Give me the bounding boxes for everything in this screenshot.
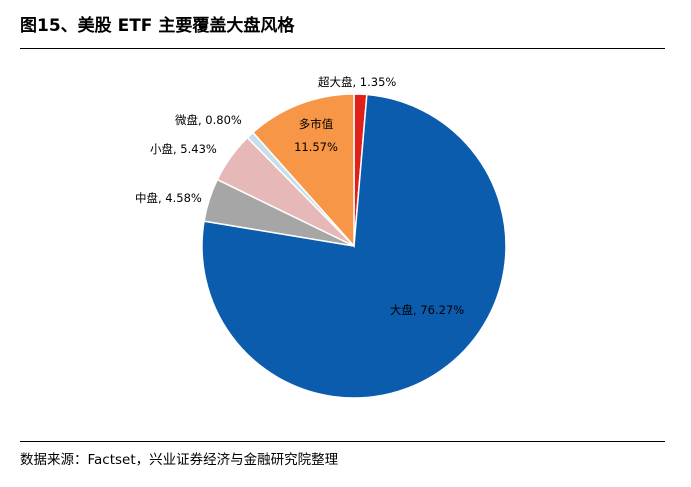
source-note: 数据来源：Factset，兴业证券经济与金融研究院整理 — [20, 452, 339, 468]
data-label-large: 大盘, 76.27% — [390, 303, 464, 317]
pie-labels: 超大盘, 1.35% 大盘, 76.27% 中盘, 4.58% 小盘, 5.43% 微盘… — [135, 75, 464, 317]
pie-slice-multi — [251, 93, 355, 248]
title-divider — [20, 48, 665, 49]
figure-title: 图15、美股 ETF 主要覆盖大盘风格 — [20, 16, 295, 36]
data-label-small: 小盘, 5.43% — [150, 142, 217, 156]
source-divider — [20, 441, 665, 442]
data-label-mid: 中盘, 4.58% — [135, 191, 202, 205]
data-label-multi-line-2: 11.57% — [294, 140, 338, 154]
data-label-super-large: 超大盘, 1.35% — [318, 75, 396, 89]
data-label-multi-line-1: 多市值 — [299, 117, 334, 131]
pie-slices — [201, 93, 507, 399]
data-label-micro: 微盘, 0.80% — [175, 113, 242, 127]
